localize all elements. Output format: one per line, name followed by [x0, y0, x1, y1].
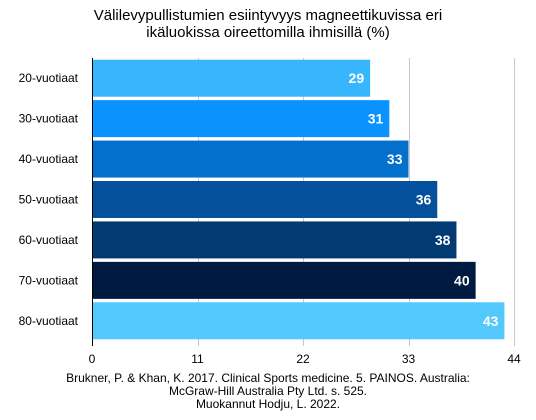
chart-title: Välilevypullistumien esiintyvyys magneet…	[0, 7, 536, 41]
x-tick-label: 44	[507, 352, 521, 366]
x-tick-label: 22	[296, 352, 310, 366]
bar	[93, 181, 438, 218]
bar	[93, 140, 409, 178]
source-line-2: McGraw-Hill Australia Pty Ltd. s. 525.	[168, 384, 368, 398]
x-tick-label: 11	[191, 352, 204, 366]
x-axis-ticks: 0 11 22 33 44	[89, 352, 521, 366]
bar-value-label: 43	[483, 313, 499, 329]
category-label: 30-vuotiaat	[19, 112, 79, 126]
category-label: 50-vuotiaat	[19, 193, 79, 207]
bar	[93, 100, 390, 138]
bar-value-label: 33	[387, 151, 403, 167]
bar-value-label: 31	[368, 111, 384, 127]
category-label: 70-vuotiaat	[19, 273, 79, 287]
value-labels: 29 31 33 36 38 40 43	[349, 70, 499, 329]
bars	[93, 59, 505, 340]
bar	[93, 261, 476, 299]
category-labels: 20-vuotiaat 30-vuotiaat 40-vuotiaat 50-vuot…	[19, 71, 79, 328]
chart-title-line-1: Välilevypullistumien esiintyvyys magneet…	[93, 7, 443, 24]
source-line-3: Muokannut Hodju, L. 2022.	[195, 397, 341, 411]
category-label: 20-vuotiaat	[19, 71, 79, 85]
bar-value-label: 38	[435, 232, 451, 248]
category-label: 40-vuotiaat	[19, 152, 79, 166]
bar	[93, 302, 505, 340]
bar-value-label: 29	[349, 70, 365, 86]
chart-source-note: Brukner, P. & Khan, K. 2017. Clinical Sp…	[0, 372, 536, 411]
bar-value-label: 40	[454, 272, 470, 288]
source-line-1: Brukner, P. & Khan, K. 2017. Clinical Sp…	[66, 371, 470, 385]
bar	[93, 221, 457, 259]
bar-value-label: 36	[416, 192, 432, 208]
category-label: 60-vuotiaat	[19, 233, 79, 247]
chart-title-line-2: ikäluokissa oireettomilla ihmisillä (%)	[146, 24, 390, 41]
bar	[93, 59, 371, 97]
x-tick-label: 33	[402, 352, 416, 366]
category-label: 80-vuotiaat	[19, 314, 79, 328]
x-tick-label: 0	[89, 352, 96, 366]
